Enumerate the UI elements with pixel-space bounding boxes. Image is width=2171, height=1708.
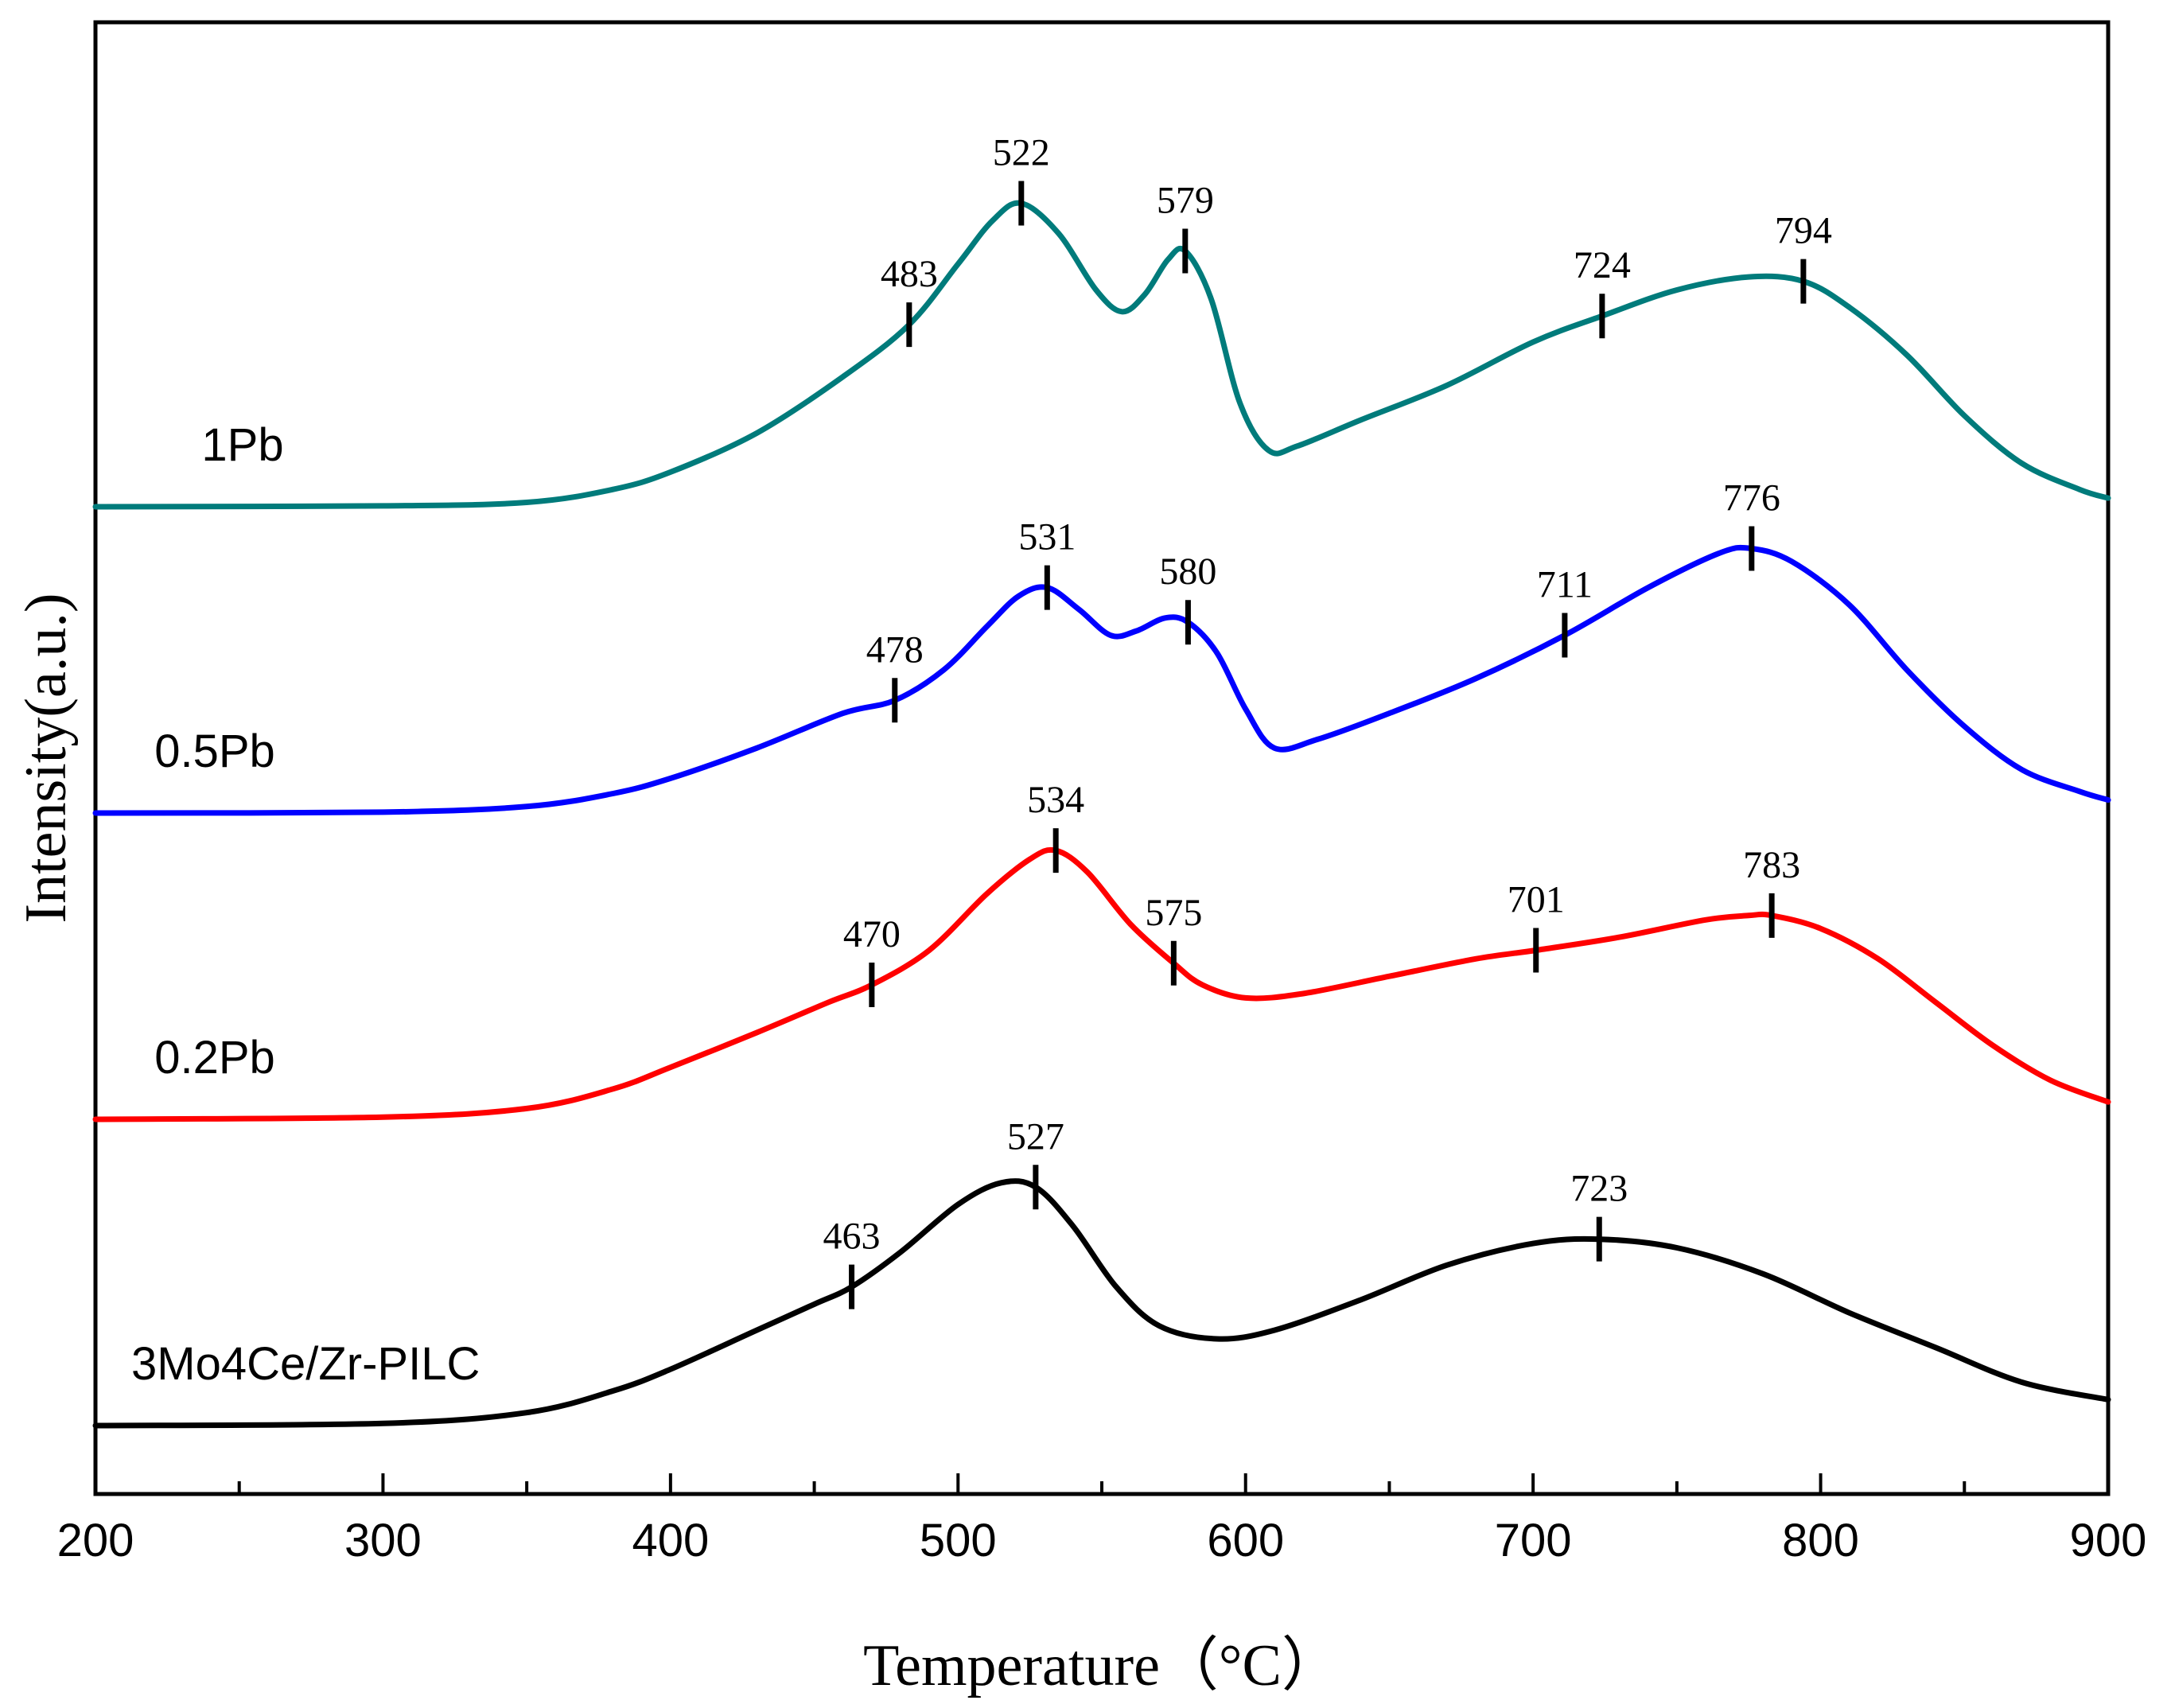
- series-group: 0.2Pb 470 534 575 701 783: [92, 779, 2111, 1122]
- x-axis-ticks: 200 300 400 500 600 700 800 900: [57, 1473, 2147, 1566]
- series-group: 3Mo4Ce/Zr-PILC 463 527 723: [92, 1115, 2111, 1429]
- series-name-label: 3Mo4Ce/Zr-PILC: [131, 1338, 480, 1390]
- series-line: [92, 846, 2111, 1122]
- x-tick-label: 300: [344, 1515, 422, 1566]
- x-tick-label: 700: [1495, 1515, 1572, 1566]
- peak-label: 470: [843, 913, 901, 955]
- peak-label: 483: [881, 253, 938, 295]
- series-line: [92, 544, 2111, 816]
- series-group: 0.5Pb 478 531 580 711 776: [92, 477, 2111, 816]
- peak-label: 711: [1537, 564, 1593, 606]
- y-axis-title: Intensity(a.u.): [14, 593, 79, 923]
- peak-label: 724: [1574, 244, 1631, 286]
- peak-label: 478: [866, 628, 924, 671]
- series-name-label: 1Pb: [201, 419, 283, 471]
- series-line: [92, 1178, 2111, 1429]
- peak-label: 794: [1775, 210, 1832, 252]
- x-tick-label: 900: [2070, 1515, 2147, 1566]
- peak-label: 531: [1018, 516, 1076, 558]
- x-tick-label: 400: [632, 1515, 709, 1566]
- peak-label: 575: [1145, 892, 1202, 934]
- peak-label: 580: [1159, 551, 1216, 593]
- peak-label: 723: [1570, 1168, 1628, 1210]
- x-tick-label: 500: [920, 1515, 997, 1566]
- x-tick-label: 800: [1782, 1515, 1859, 1566]
- peak-label: 701: [1508, 878, 1565, 920]
- series-name-label: 0.5Pb: [154, 726, 275, 777]
- x-axis-title: Temperature（°C）: [863, 1633, 1340, 1698]
- series-name-label: 0.2Pb: [154, 1032, 275, 1084]
- x-tick-label: 200: [57, 1515, 134, 1566]
- peak-label: 776: [1723, 477, 1780, 519]
- peak-label: 783: [1743, 844, 1800, 886]
- series-group: 1Pb 483 522 579 724 794: [92, 132, 2111, 510]
- peak-label: 534: [1027, 779, 1084, 821]
- x-tick-label: 600: [1207, 1515, 1284, 1566]
- peak-label: 522: [993, 132, 1050, 174]
- peak-label: 579: [1157, 179, 1214, 221]
- peak-label: 527: [1007, 1115, 1064, 1157]
- peak-label: 463: [823, 1216, 881, 1258]
